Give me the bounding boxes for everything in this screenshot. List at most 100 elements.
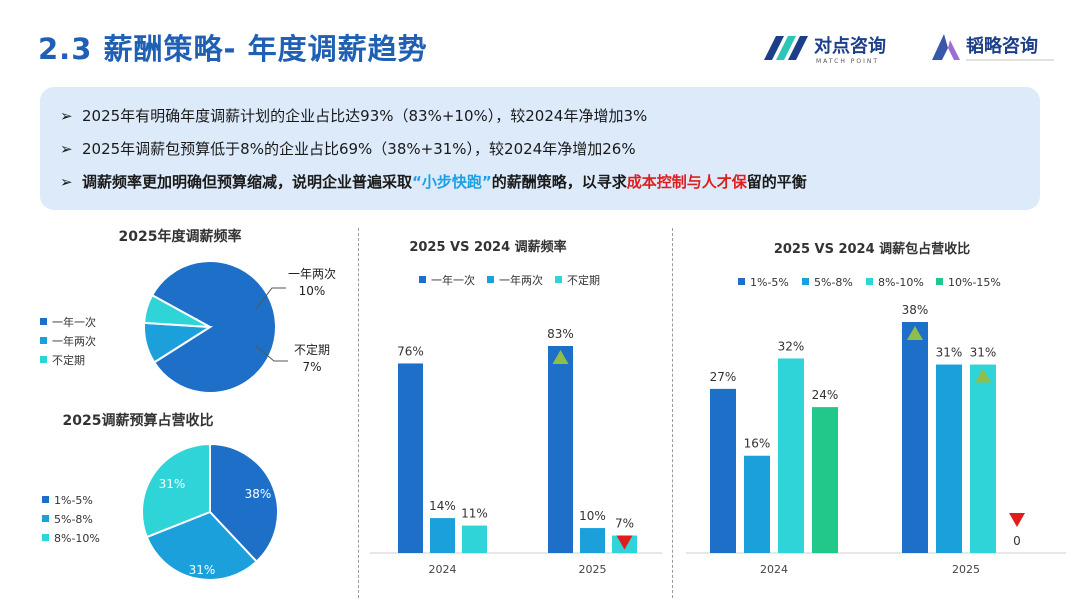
bar-5%-8%-2025 bbox=[936, 364, 962, 553]
summary-bullet-3-text-a: 调薪频率更加明确但预算缩减，说明企业普遍采取 bbox=[82, 173, 413, 191]
legend-label: 5%-8% bbox=[54, 513, 93, 526]
legend-swatch bbox=[40, 318, 47, 325]
bar-value-label: 31% bbox=[970, 346, 997, 360]
pie-leader-line bbox=[255, 287, 286, 310]
pie-slice-8%-10% bbox=[141, 442, 211, 539]
legend-label: 一年两次 bbox=[52, 334, 96, 348]
legend-label: 10%-15% bbox=[948, 276, 1001, 289]
pie-slice-value-label: 7% bbox=[302, 360, 321, 374]
x-tick-label: 2024 bbox=[429, 563, 457, 576]
bar-value-label: 38% bbox=[902, 303, 929, 317]
summary-bullet-2: ➢ 2025年调薪包预算低于8%的企业占比69%（38%+31%），较2024年净… bbox=[60, 138, 636, 159]
legend-swatch bbox=[802, 278, 809, 285]
match-point-logo-sub: MATCH POINT bbox=[816, 58, 879, 65]
pie-chart-budget: 2025调薪预算占营收比 38% 31% 31% 1%-5% 5%-8% 8%-10% bbox=[42, 412, 279, 581]
pie-leader-line bbox=[255, 345, 288, 362]
increase-arrow-icon bbox=[552, 350, 569, 364]
summary-box: ➢ 2025年有明确年度调薪计划的企业占比达93%（83%+10%），较2024年… bbox=[40, 87, 1040, 210]
pie-slice-一年一次 bbox=[150, 260, 277, 394]
legend-swatch bbox=[419, 276, 426, 283]
bar-value-label: 11% bbox=[461, 507, 488, 521]
bar-value-label: 76% bbox=[397, 344, 424, 358]
legend-swatch bbox=[936, 278, 943, 285]
x-tick-label: 2025 bbox=[952, 563, 980, 576]
increase-arrow-icon bbox=[975, 368, 991, 383]
match-point-logo: 对点咨询 MATCH POINT bbox=[764, 35, 886, 65]
bar-5%-8%-2024 bbox=[744, 455, 770, 553]
pie-slice-category-label: 一年两次 bbox=[288, 267, 336, 281]
summary-bullet-1-text: 2025年有明确年度调薪计划的企业占比达93%（83%+10%），较2024年净… bbox=[82, 107, 648, 125]
legend-swatch bbox=[866, 278, 873, 285]
bar-一年一次-2025 bbox=[548, 346, 573, 553]
bar-不定期-2024 bbox=[462, 525, 487, 553]
bar-value-label: 83% bbox=[547, 327, 574, 341]
bar-1%-5%-2024 bbox=[710, 388, 736, 553]
legend-label: 8%-10% bbox=[54, 532, 100, 545]
chart-divider bbox=[672, 228, 673, 598]
chart-title: 2025 VS 2024 调薪频率 bbox=[409, 239, 566, 255]
bar-value-label: 7% bbox=[615, 517, 634, 531]
legend-label: 一年一次 bbox=[52, 315, 96, 329]
legend-swatch bbox=[738, 278, 745, 285]
pie-slice-1%-5% bbox=[209, 442, 279, 563]
legend-label: 5%-8% bbox=[814, 276, 853, 289]
bar-value-label: 0 bbox=[1013, 534, 1021, 548]
pie-slice-不定期 bbox=[143, 293, 211, 328]
legend-swatch bbox=[40, 356, 47, 363]
legend-swatch bbox=[40, 337, 47, 344]
legend-label: 一年两次 bbox=[499, 273, 543, 287]
legend-swatch bbox=[42, 515, 49, 522]
legend-label: 1%-5% bbox=[54, 494, 93, 507]
x-tick-label: 2024 bbox=[760, 563, 788, 576]
bar-value-label: 10% bbox=[579, 509, 606, 523]
legend-label: 一年一次 bbox=[431, 273, 475, 287]
x-tick-label: 2025 bbox=[579, 563, 607, 576]
decrease-arrow-icon bbox=[616, 535, 633, 550]
summary-bullet-3-text-c: 的薪酬策略，以寻求 bbox=[491, 173, 627, 191]
bullet-arrow-icon: ➢ bbox=[60, 173, 73, 191]
legend-label: 不定期 bbox=[52, 353, 85, 367]
bullet-arrow-icon: ➢ bbox=[60, 140, 73, 158]
pie-slice-value-label: 10% bbox=[299, 284, 326, 298]
decrease-arrow-icon bbox=[1009, 513, 1025, 527]
legend-label: 8%-10% bbox=[878, 276, 924, 289]
legend-swatch bbox=[42, 534, 49, 541]
bar-8%-10%-2025 bbox=[970, 364, 996, 553]
page-title: 2.3 薪酬策略- 年度调薪趋势 bbox=[38, 32, 428, 66]
match-point-logo-icon bbox=[764, 36, 808, 60]
bar-一年两次-2025 bbox=[580, 528, 605, 553]
bullet-arrow-icon: ➢ bbox=[60, 107, 73, 125]
bar-10%-15%-2024 bbox=[812, 407, 838, 553]
legend-label: 1%-5% bbox=[750, 276, 789, 289]
bar-value-label: 27% bbox=[710, 370, 737, 384]
legend-swatch bbox=[555, 276, 562, 283]
summary-bullet-1: ➢ 2025年有明确年度调薪计划的企业占比达93%（83%+10%），较2024年… bbox=[60, 105, 647, 126]
bar-value-label: 14% bbox=[429, 499, 456, 513]
chart-title: 2025 VS 2024 调薪包占营收比 bbox=[774, 241, 970, 257]
taolue-logo: 韬略咨询 bbox=[932, 34, 1054, 61]
pie-slice-value-label: 31% bbox=[189, 563, 216, 577]
summary-bullet-3-highlight-balance: 成本控制与人才保 bbox=[626, 173, 747, 191]
summary-bullet-3-text-e: 留的平衡 bbox=[746, 173, 807, 191]
increase-arrow-icon bbox=[907, 326, 923, 340]
chart-divider bbox=[358, 228, 359, 598]
pie-slice-5%-8% bbox=[145, 510, 258, 581]
bar-一年两次-2024 bbox=[430, 518, 455, 553]
legend-swatch bbox=[42, 496, 49, 503]
bar-8%-10%-2024 bbox=[778, 358, 804, 553]
chart-title: 2025年度调薪频率 bbox=[119, 228, 242, 245]
summary-bullet-3: ➢ 调薪频率更加明确但预算缩减，说明企业普遍采取“小步快跑”的薪酬策略，以寻求成本… bbox=[60, 171, 807, 192]
pie-slice-value-label: 38% bbox=[245, 487, 272, 501]
bar-chart-budget-compare: 2025 VS 2024 调薪包占营收比 1%-5% 5%-8% 8%-10% 10%-… bbox=[686, 241, 1066, 576]
legend-label: 不定期 bbox=[567, 273, 600, 287]
summary-bullet-2-text: 2025年调薪包预算低于8%的企业占比69%（38%+31%），较2024年净增… bbox=[82, 140, 636, 158]
summary-bullet-3-highlight-strategy: “小步快跑” bbox=[412, 173, 492, 191]
chart-title: 2025调薪预算占营收比 bbox=[63, 412, 214, 429]
bar-value-label: 32% bbox=[778, 339, 805, 353]
bar-一年一次-2024 bbox=[398, 363, 423, 553]
match-point-logo-name: 对点咨询 bbox=[814, 35, 886, 57]
legend-swatch bbox=[487, 276, 494, 283]
pie-slice-category-label: 不定期 bbox=[294, 342, 330, 357]
